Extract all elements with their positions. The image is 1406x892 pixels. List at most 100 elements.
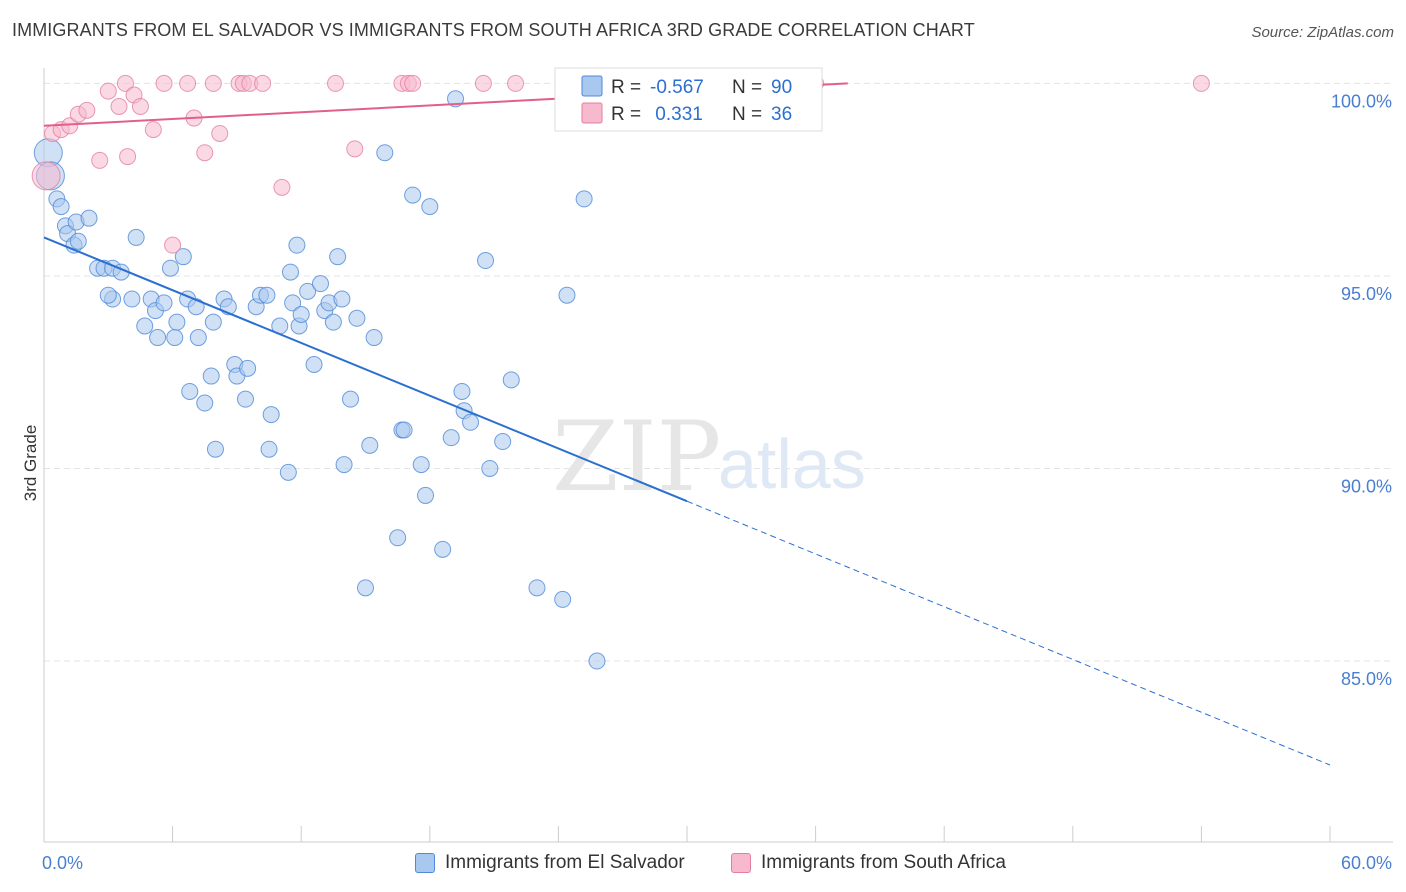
point-el-salvador-43: [262, 406, 280, 424]
point-el-salvador-71: [442, 429, 460, 447]
point-el-salvador-45: [279, 463, 297, 481]
point-south-africa-35: [1192, 74, 1210, 92]
point-el-salvador-58: [341, 390, 359, 408]
legend-n-value-2: 36: [771, 104, 792, 125]
legend-swatch-pink: [581, 102, 603, 124]
point-south-africa-30: [404, 74, 422, 92]
legend-r-label-1: R =: [611, 77, 641, 98]
point-el-salvador-17: [136, 317, 154, 335]
point-el-salvador-70: [434, 540, 452, 558]
point-el-salvador-84: [588, 652, 606, 670]
series-south-africa: [31, 74, 1210, 254]
point-el-salvador-59: [348, 309, 366, 327]
point-el-salvador-65: [395, 421, 413, 439]
point-south-africa-24: [254, 74, 272, 92]
point-el-salvador-25: [174, 248, 192, 266]
point-el-salvador-55: [324, 313, 342, 331]
axes: [43, 68, 1393, 843]
point-el-salvador-52: [311, 275, 329, 293]
point-el-salvador-3: [52, 198, 70, 216]
point-el-salvador-38: [239, 359, 257, 377]
point-south-africa-20: [211, 124, 229, 142]
watermark-atlas: atlas: [718, 425, 866, 503]
point-el-salvador-47: [284, 294, 302, 312]
point-el-salvador-21: [155, 294, 173, 312]
point-south-africa-5: [78, 101, 96, 119]
legend-n-label-1: N =: [732, 77, 762, 98]
point-el-salvador-76: [477, 252, 495, 270]
point-el-salvador-77: [481, 459, 499, 477]
point-el-salvador-50: [299, 282, 317, 300]
y-tick-label-3: 85.0%: [1341, 669, 1392, 689]
point-el-salvador-31: [202, 367, 220, 385]
point-south-africa-15: [164, 236, 182, 254]
point-el-salvador-51: [305, 356, 323, 374]
point-el-salvador-63: [389, 529, 407, 547]
point-el-salvador-28: [189, 329, 207, 347]
point-south-africa-31: [474, 74, 492, 92]
point-el-salvador-87: [292, 305, 310, 323]
point-south-africa-12: [131, 98, 149, 116]
series-el-salvador: [33, 90, 606, 670]
point-el-salvador-78: [494, 433, 512, 451]
point-south-africa-16: [179, 74, 197, 92]
source-label: Source: ZipAtlas.com: [1251, 24, 1394, 41]
point-el-salvador-46: [281, 263, 299, 281]
point-el-salvador-80: [528, 579, 546, 597]
point-south-africa-18: [196, 144, 214, 162]
point-el-salvador-66: [404, 186, 422, 204]
legend-swatch-el-salvador: [415, 853, 435, 873]
point-el-salvador-32: [204, 313, 222, 331]
point-el-salvador-30: [196, 394, 214, 412]
point-el-salvador-85: [335, 456, 353, 474]
point-south-africa-27: [346, 140, 364, 158]
legend-r-value-2: 0.331: [650, 104, 703, 125]
point-el-salvador-61: [365, 329, 383, 347]
point-south-africa-6: [91, 151, 109, 169]
point-south-africa-13: [144, 121, 162, 139]
point-el-salvador-68: [417, 486, 435, 504]
point-south-africa-10: [119, 148, 137, 166]
point-el-salvador-27: [187, 298, 205, 316]
legend-swatch-blue: [581, 75, 603, 97]
point-south-africa-9: [116, 74, 134, 92]
legend-r-value-1: -0.567: [650, 77, 704, 98]
point-el-salvador-37: [236, 390, 254, 408]
point-el-salvador-60: [361, 436, 379, 454]
y-tick-label-2: 90.0%: [1341, 476, 1392, 496]
x-tick-min: 0.0%: [42, 853, 83, 873]
point-south-africa-26: [326, 74, 344, 92]
point-el-salvador-48: [288, 236, 306, 254]
point-el-salvador-88: [206, 440, 224, 458]
point-el-salvador-24: [168, 313, 186, 331]
point-el-salvador-41: [258, 286, 276, 304]
legend-box: R = -0.567 N = 90 R = 0.331 N = 36: [554, 67, 823, 132]
point-el-salvador-75: [447, 90, 465, 108]
point-el-salvador-72: [453, 382, 471, 400]
point-el-salvador-57: [333, 290, 351, 308]
point-el-salvador-16: [127, 228, 145, 246]
y-tick-label-0: 100.0%: [1331, 91, 1392, 111]
legend-item-el-salvador: Immigrants from El Salvador: [415, 852, 685, 874]
x-tick-max: 60.0%: [1341, 853, 1392, 873]
legend-item-south-africa: Immigrants from South Africa: [731, 852, 1006, 874]
point-el-salvador-29: [181, 382, 199, 400]
point-el-salvador-83: [575, 190, 593, 208]
point-el-salvador-22: [161, 259, 179, 277]
point-south-africa-14: [155, 74, 173, 92]
y-tick-labels: 100.0% 95.0% 90.0% 85.0%: [1331, 91, 1392, 689]
point-el-salvador-69: [421, 198, 439, 216]
point-el-salvador-42: [260, 440, 278, 458]
point-el-salvador-74: [462, 413, 480, 431]
legend-swatch-south-africa: [731, 853, 751, 873]
point-el-salvador-62: [376, 144, 394, 162]
trend-line-el-salvador-extrapolated: [686, 500, 1331, 766]
point-el-salvador-23: [166, 329, 184, 347]
chart-title: IMMIGRANTS FROM EL SALVADOR VS IMMIGRANT…: [12, 20, 975, 40]
point-el-salvador-56: [329, 248, 347, 266]
point-el-salvador-67: [412, 456, 430, 474]
point-el-salvador-79: [502, 371, 520, 389]
y-tick-label-1: 95.0%: [1341, 284, 1392, 304]
legend-n-value-1: 90: [771, 77, 792, 98]
